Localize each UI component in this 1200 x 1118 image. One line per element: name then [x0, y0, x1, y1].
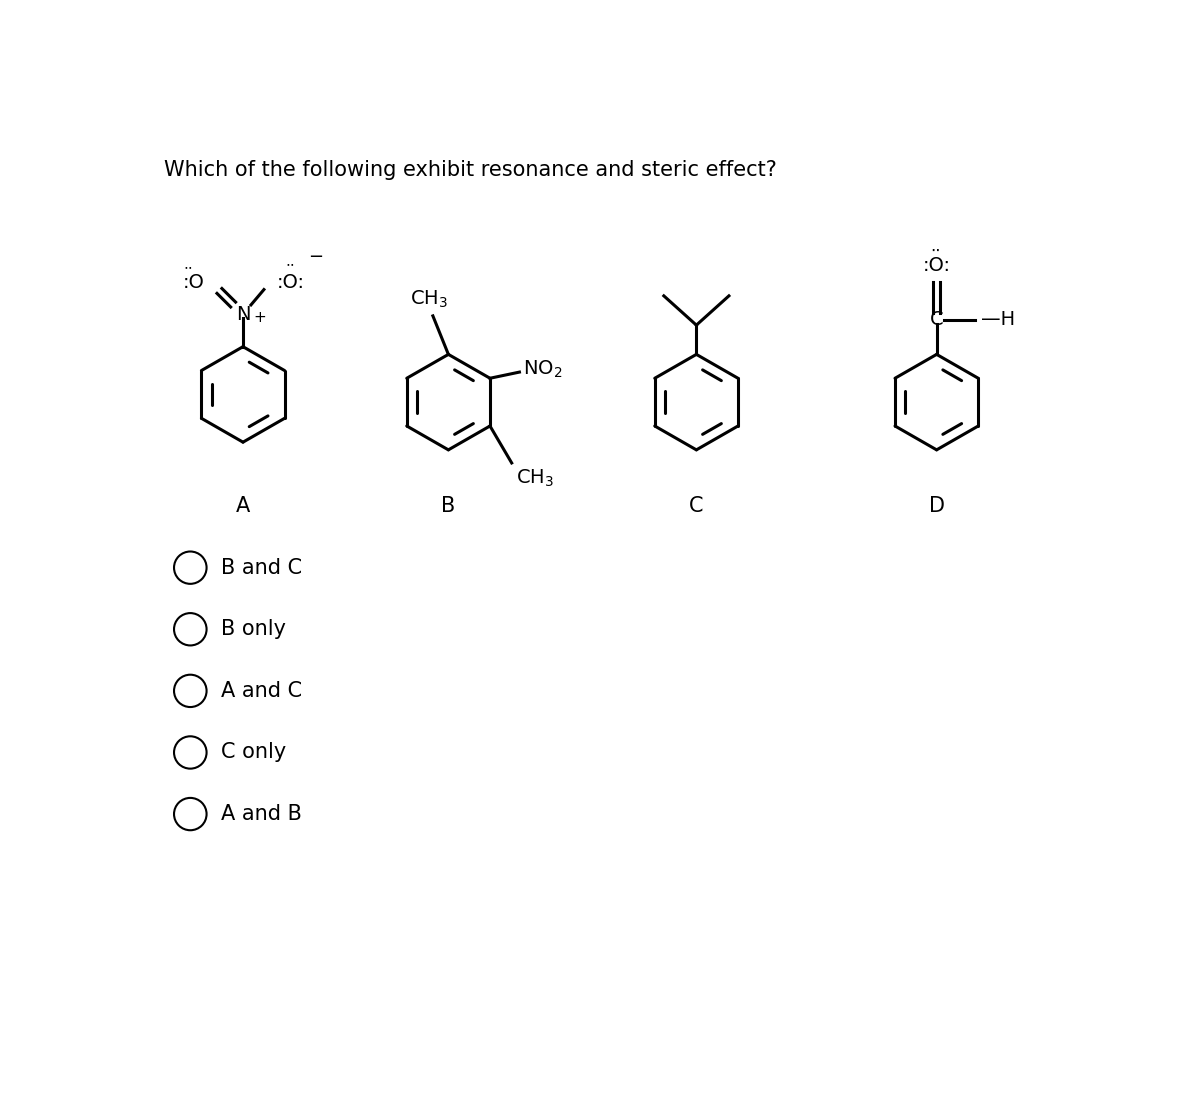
- Text: Which of the following exhibit resonance and steric effect?: Which of the following exhibit resonance…: [164, 160, 776, 180]
- Text: +: +: [253, 310, 266, 325]
- Text: :O:: :O:: [923, 256, 950, 275]
- Text: CH$_3$: CH$_3$: [516, 467, 554, 489]
- Text: B and C: B and C: [221, 558, 302, 578]
- Text: D: D: [929, 496, 944, 517]
- Text: A and C: A and C: [221, 681, 302, 701]
- Text: NO$_2$: NO$_2$: [523, 359, 563, 380]
- Text: :O: :O: [184, 274, 205, 292]
- Text: ⋅⋅: ⋅⋅: [931, 241, 941, 259]
- Text: A and B: A and B: [221, 804, 302, 824]
- Text: N: N: [235, 305, 251, 324]
- Text: ⋅⋅: ⋅⋅: [184, 260, 193, 275]
- Text: −: −: [308, 248, 323, 266]
- Text: —H: —H: [980, 310, 1015, 329]
- Text: CH$_3$: CH$_3$: [410, 288, 448, 310]
- Text: B: B: [442, 496, 456, 517]
- Text: ⋅⋅: ⋅⋅: [284, 257, 295, 272]
- Text: C only: C only: [221, 742, 287, 762]
- Text: C: C: [689, 496, 703, 517]
- Text: C: C: [930, 310, 943, 329]
- Text: B only: B only: [221, 619, 287, 639]
- Text: :O:: :O:: [277, 273, 305, 292]
- Text: A: A: [236, 496, 250, 517]
